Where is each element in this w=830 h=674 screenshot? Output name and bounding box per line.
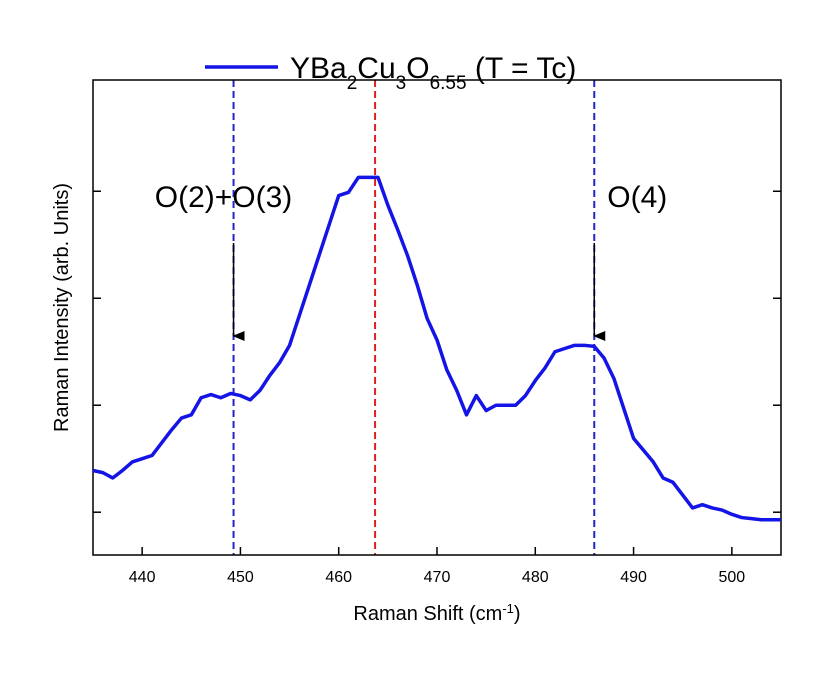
- legend-label: YBa2Cu3O6.55 (T = Tc): [290, 52, 576, 94]
- plot-frame: [92, 79, 782, 556]
- x-axis-label: Raman Shift (cm-1): [353, 601, 520, 626]
- annotation: O(2)+O(3): [155, 181, 293, 214]
- annotation: O(4): [607, 181, 667, 214]
- x-tick-label: 450: [227, 569, 254, 586]
- x-tick-label: 440: [129, 569, 156, 586]
- x-tick-label: 490: [620, 569, 647, 586]
- x-tick-label: 460: [325, 569, 352, 586]
- x-tick-label: 470: [424, 569, 451, 586]
- x-tick-label: 480: [522, 569, 549, 586]
- y-axis-label: Raman Intensity (arb. Units): [51, 183, 73, 432]
- x-tick-label: 500: [719, 569, 746, 586]
- data-line: [92, 175, 781, 522]
